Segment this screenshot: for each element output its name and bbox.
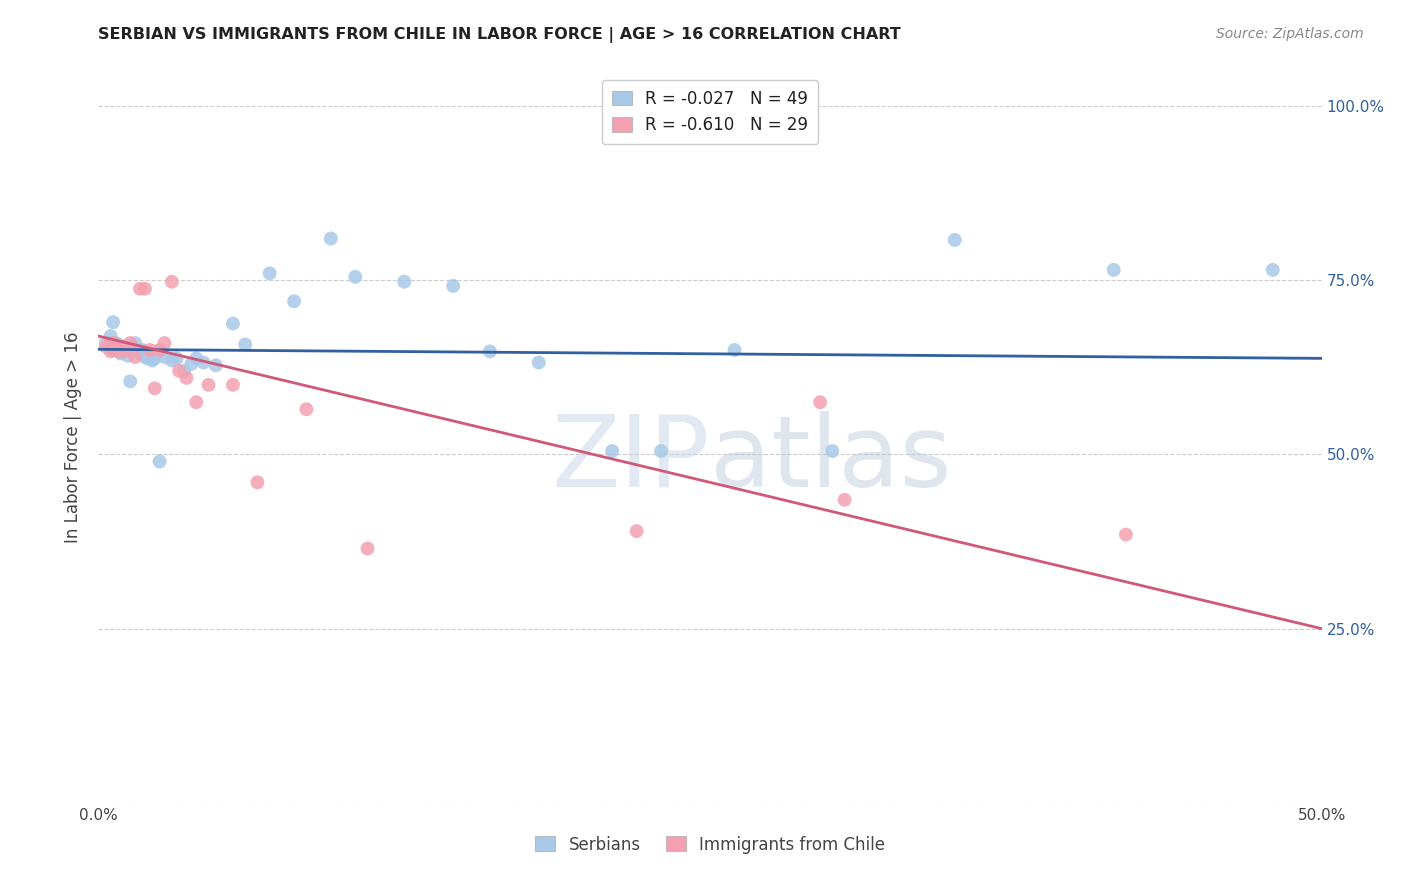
Point [167,364,190,378]
Point [143,351,166,366]
Point [120,375,142,389]
Point [205,359,228,373]
Point [143,381,166,395]
Point [180,357,202,371]
Point [222,377,245,392]
Point [101,315,124,329]
Point [131,343,153,357]
Point [104,343,127,357]
Point [134,282,156,296]
Point [139,343,162,357]
Point [153,350,176,364]
Text: atlas: atlas [710,410,952,508]
Point [1115,527,1137,541]
Point [111,339,134,353]
Point [136,351,159,366]
Point [259,266,281,280]
Point [129,282,152,296]
Point [139,346,162,360]
Point [821,444,844,458]
Point [527,355,550,369]
Point [124,350,146,364]
Point [600,444,623,458]
Y-axis label: In Labor Force | Age > 16: In Labor Force | Age > 16 [65,331,83,543]
Point [149,344,172,359]
Point [110,344,132,359]
Point [222,317,245,331]
Point [110,346,132,360]
Point [149,343,172,357]
Point [283,294,305,309]
Point [111,339,134,353]
Point [121,339,143,353]
Point [441,279,464,293]
Point [120,343,142,357]
Point [186,395,208,409]
Point [197,377,219,392]
Point [233,337,256,351]
Point [94,336,117,351]
Point [319,231,342,245]
Point [141,353,163,368]
Point [101,336,124,351]
Point [124,336,146,351]
Point [626,524,648,538]
Point [650,444,672,458]
Point [1102,263,1125,277]
Point [478,344,501,359]
Point [808,395,831,409]
Point [356,541,378,556]
Point [186,351,208,366]
Point [120,336,142,351]
Text: Source: ZipAtlas.com: Source: ZipAtlas.com [1216,27,1364,41]
Point [134,350,156,364]
Point [160,275,183,289]
Point [344,269,367,284]
Point [173,364,195,378]
Point [160,353,183,368]
Point [392,275,416,289]
Point [166,351,188,366]
Point [94,339,117,353]
Point [114,343,136,357]
Point [176,371,198,385]
Point [100,344,122,359]
Point [1261,263,1284,277]
Point [104,336,127,351]
Point [107,339,129,353]
Point [101,343,124,357]
Text: ZIP: ZIP [551,410,710,508]
Point [114,344,136,359]
Point [723,343,745,357]
Point [153,336,176,351]
Text: SERBIAN VS IMMIGRANTS FROM CHILE IN LABOR FORCE | AGE > 16 CORRELATION CHART: SERBIAN VS IMMIGRANTS FROM CHILE IN LABO… [98,27,901,43]
Point [100,329,122,343]
Point [127,344,149,359]
Point [129,346,152,360]
Point [107,337,129,351]
Point [117,349,139,363]
Point [246,475,269,490]
Point [943,233,966,247]
Legend: Serbians, Immigrants from Chile: Serbians, Immigrants from Chile [529,829,891,860]
Point [834,492,856,507]
Point [193,355,215,369]
Point [295,402,318,417]
Point [149,454,172,468]
